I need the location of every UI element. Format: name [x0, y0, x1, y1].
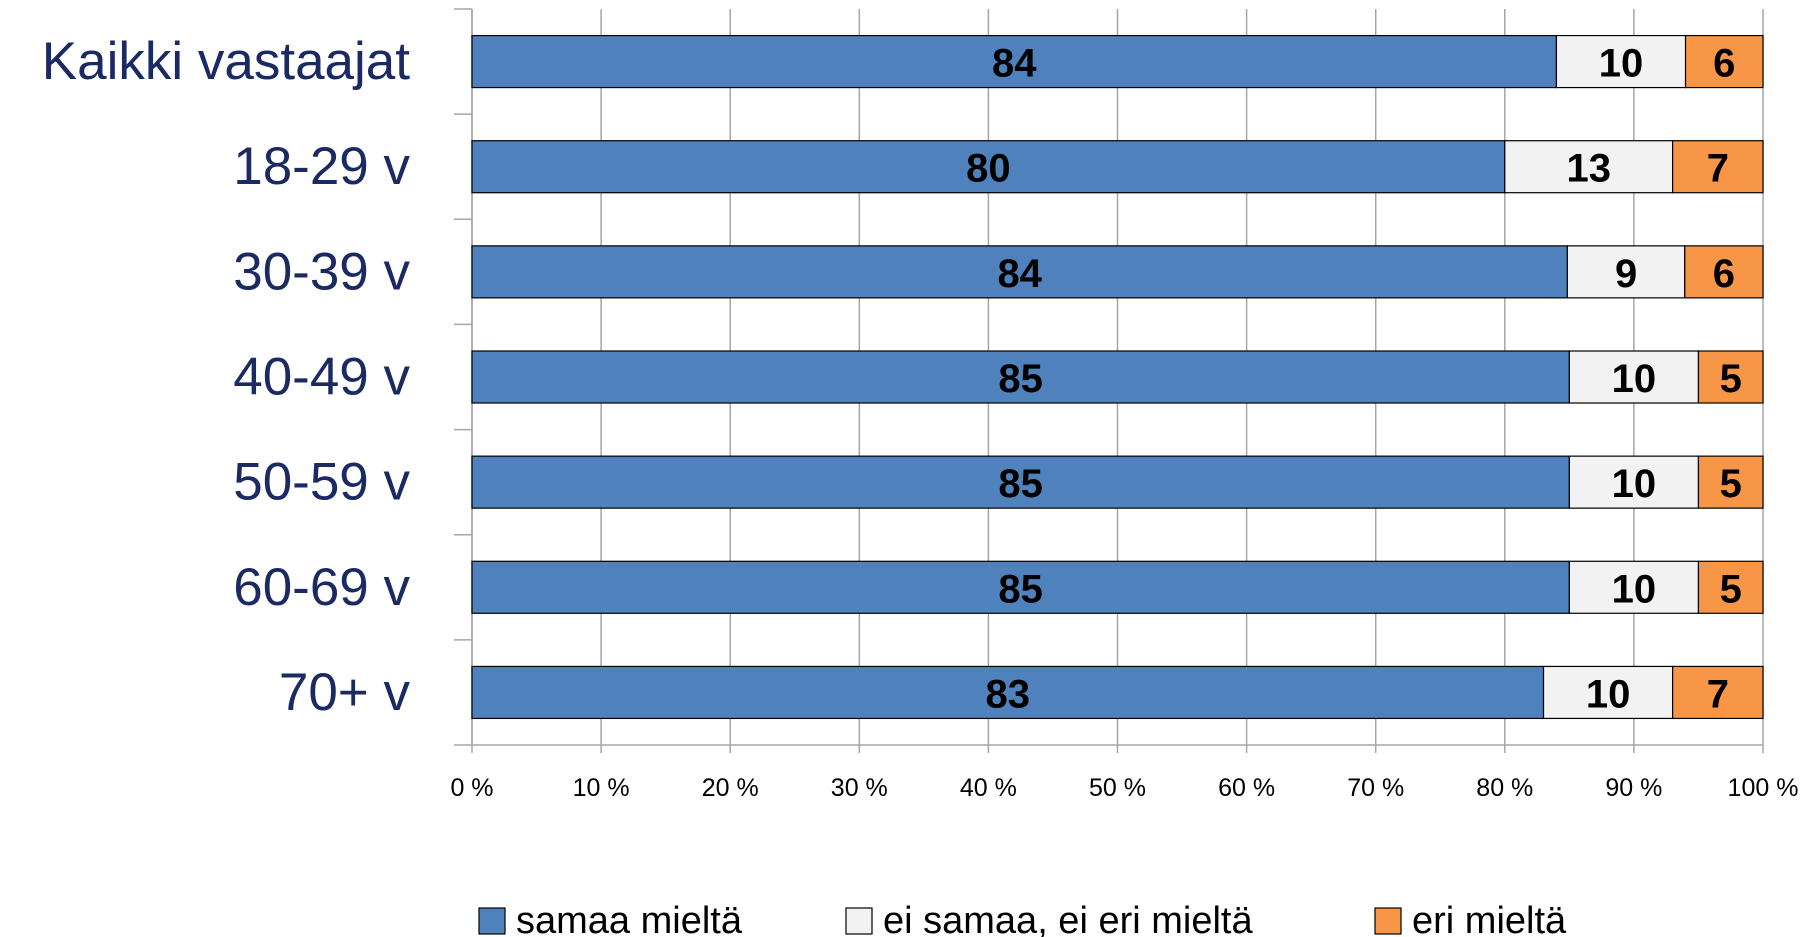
bar-segment	[1568, 560, 1700, 614]
x-tick-label: 70 %	[1347, 774, 1404, 802]
category-label: 50-59 v	[233, 453, 410, 512]
category-label: 40-49 v	[233, 348, 410, 407]
data-label: 10	[1599, 42, 1644, 86]
x-tick-label: 10 %	[573, 774, 630, 802]
category-label: 70+ v	[279, 663, 411, 722]
bar-segment	[1504, 140, 1674, 194]
data-label: 10	[1586, 672, 1631, 716]
data-label: 83	[986, 672, 1031, 716]
data-label: 5	[1720, 567, 1742, 611]
data-label: 84	[997, 252, 1042, 296]
data-label: 13	[1566, 147, 1611, 191]
bar-segment	[1568, 455, 1700, 509]
bar-segment	[1672, 140, 1764, 194]
x-tick-label: 50 %	[1089, 774, 1146, 802]
x-tick-label: 30 %	[831, 774, 888, 802]
data-label: 10	[1612, 567, 1657, 611]
data-label: 5	[1720, 357, 1742, 401]
data-label: 10	[1612, 462, 1657, 506]
bar-segment	[471, 140, 1506, 194]
bar-segment	[1566, 245, 1686, 299]
data-label: 80	[966, 147, 1011, 191]
bar-segment	[471, 560, 1570, 614]
bar-segment	[1697, 560, 1764, 614]
bar-segment	[1684, 34, 1764, 89]
data-label: 6	[1713, 252, 1735, 296]
x-tick-label: 60 %	[1218, 774, 1275, 802]
x-tick-label: 100 %	[1728, 774, 1799, 802]
bar-segment	[1697, 455, 1764, 509]
x-tick-label: 20 %	[702, 774, 759, 802]
x-tick-label: 40 %	[960, 774, 1017, 802]
data-label: 6	[1713, 42, 1735, 86]
x-tick-label: 90 %	[1605, 774, 1662, 802]
bar-segment	[471, 350, 1570, 404]
category-label: 60-69 v	[233, 558, 410, 617]
bar-segment	[1568, 350, 1700, 404]
legend-swatch	[478, 907, 506, 935]
category-label: 18-29 v	[233, 137, 410, 196]
data-label: 85	[998, 357, 1043, 401]
bar-segment	[1542, 665, 1674, 720]
bar-segment	[1684, 245, 1764, 299]
bar-segment	[1672, 665, 1764, 720]
bar-segment	[471, 455, 1570, 509]
category-label: 30-39 v	[233, 242, 410, 301]
data-label: 84	[992, 42, 1037, 86]
legend-label: ei samaa, ei eri mieltä	[883, 900, 1253, 937]
data-label: 7	[1707, 147, 1729, 191]
legend-label: eri mieltä	[1412, 900, 1567, 937]
bar-segment	[471, 665, 1545, 720]
data-label: 5	[1720, 462, 1742, 506]
data-label: 10	[1612, 357, 1657, 401]
data-label: 9	[1615, 252, 1637, 296]
x-tick-label: 80 %	[1476, 774, 1533, 802]
legend-swatch	[1374, 907, 1402, 935]
category-label: Kaikki vastaajat	[42, 32, 411, 91]
data-label: 85	[998, 462, 1043, 506]
legend-label: samaa mieltä	[516, 900, 743, 937]
legend-swatch	[845, 907, 873, 935]
data-label: 85	[998, 567, 1043, 611]
bar-segment	[1697, 350, 1764, 404]
data-label: 7	[1707, 672, 1729, 716]
x-tick-label: 0 %	[450, 774, 493, 802]
